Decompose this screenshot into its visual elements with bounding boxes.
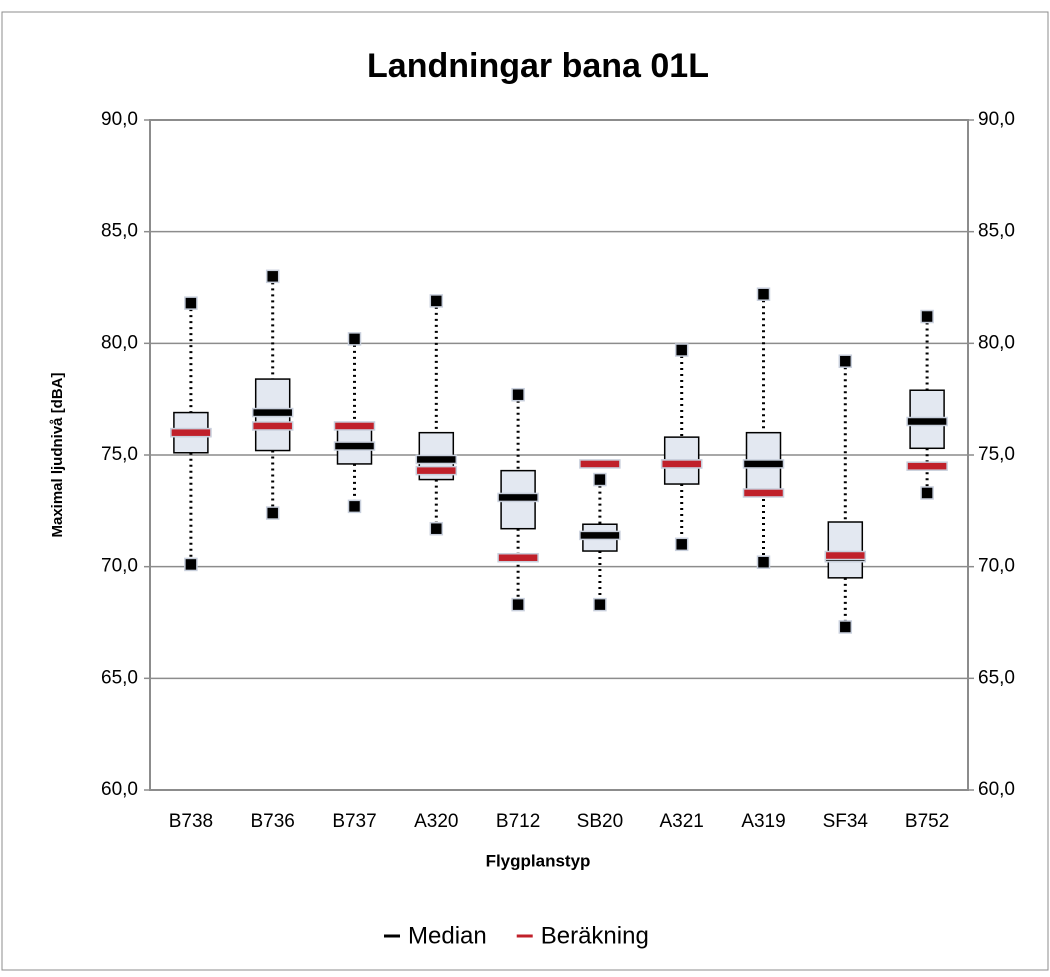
calculation-line xyxy=(497,552,539,563)
x-tick-label: A321 xyxy=(660,811,704,832)
min-marker xyxy=(429,521,444,536)
legend-label: Median xyxy=(408,922,487,949)
max-marker xyxy=(511,387,525,402)
x-tick-label: B737 xyxy=(332,811,376,832)
min-marker xyxy=(920,486,934,500)
y-tick-label: 80,0 xyxy=(101,332,138,353)
plot-frame xyxy=(149,119,969,791)
y-tick-label: 85,0 xyxy=(101,221,138,242)
max-marker xyxy=(593,472,607,487)
y2-tick-label: 80,0 xyxy=(978,332,1015,353)
median-line xyxy=(742,459,785,469)
y2-tick-label: 60,0 xyxy=(978,779,1015,800)
y2-tick-label: 90,0 xyxy=(978,109,1015,130)
x-tick-label: SB20 xyxy=(577,811,623,832)
y-tick-label: 65,0 xyxy=(101,667,138,688)
y2-tick-label: 70,0 xyxy=(978,556,1015,577)
x-tick-label: SF34 xyxy=(823,811,869,832)
calculation-line xyxy=(251,421,294,431)
x-axis-label: Flygplanstyp xyxy=(486,851,591,870)
min-marker xyxy=(184,557,198,572)
x-tick-label: A319 xyxy=(741,811,785,832)
min-marker xyxy=(347,499,362,514)
median-line xyxy=(333,441,376,451)
x-tick-label: B738 xyxy=(169,811,213,832)
median-line xyxy=(251,407,294,418)
max-marker xyxy=(838,354,853,368)
max-marker xyxy=(184,296,198,310)
calculation-line xyxy=(333,421,376,431)
min-marker xyxy=(756,555,771,569)
y-tick-label: 90,0 xyxy=(101,109,138,130)
calculation-line xyxy=(824,550,867,561)
y2-tick-label: 65,0 xyxy=(978,667,1015,688)
calculation-line xyxy=(170,427,212,438)
calculation-line xyxy=(415,465,458,476)
max-marker xyxy=(674,343,689,357)
y2-tick-label: 85,0 xyxy=(978,221,1015,242)
median-line xyxy=(497,492,539,503)
y-axis-label: Maximal ljudnivå [dBA] xyxy=(49,372,66,537)
calculation-line xyxy=(742,488,785,498)
x-tick-label: B736 xyxy=(251,811,295,832)
min-marker xyxy=(674,537,689,552)
max-marker xyxy=(347,332,362,346)
median-line xyxy=(415,454,458,465)
x-tick-label: B752 xyxy=(905,811,949,832)
calculation-line xyxy=(660,459,703,469)
y-tick-label: 75,0 xyxy=(101,444,138,465)
x-tick-label: B712 xyxy=(496,811,540,832)
max-marker xyxy=(265,269,280,284)
max-marker xyxy=(429,294,444,308)
min-marker xyxy=(265,506,280,520)
box xyxy=(827,521,864,579)
min-marker xyxy=(593,597,607,612)
chart-title: Landningar bana 01L xyxy=(367,47,709,85)
median-line xyxy=(906,416,948,427)
y-tick-label: 70,0 xyxy=(101,556,138,577)
legend-label: Beräkning xyxy=(541,922,649,949)
max-marker xyxy=(756,287,771,301)
y-tick-label: 60,0 xyxy=(101,779,138,800)
x-tick-label: A320 xyxy=(414,811,458,832)
calculation-line xyxy=(906,461,948,471)
min-marker xyxy=(838,620,853,634)
y2-tick-label: 75,0 xyxy=(978,444,1015,465)
max-marker xyxy=(920,309,934,324)
calculation-line xyxy=(579,459,621,469)
min-marker xyxy=(511,597,525,612)
median-line xyxy=(579,530,621,541)
